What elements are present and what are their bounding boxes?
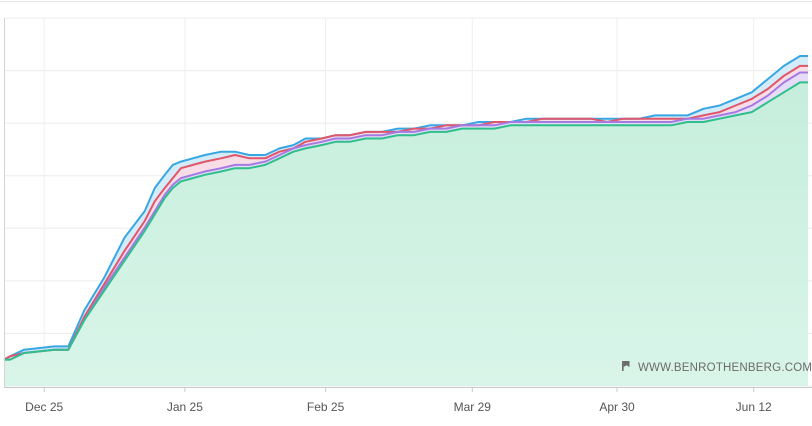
series-lines [3, 55, 808, 361]
x-tick-label: Dec 25 [25, 400, 63, 414]
watermark: WWW.BENROTHENBERG.COM [622, 361, 812, 374]
x-axis-ticks: Dec 25 Jan 25 Feb 25 Mar 29 Apr 30 Jun 12 [25, 387, 772, 414]
x-tick-label: Apr 30 [599, 400, 635, 414]
line-purple [4, 71, 808, 361]
x-tick-label: Jun 12 [736, 400, 772, 414]
x-tick-label: Jan 25 [167, 400, 203, 414]
flag-icon [622, 361, 630, 371]
x-tick-label: Feb 25 [307, 400, 345, 414]
x-tick-label: Mar 29 [454, 400, 492, 414]
series-areas [4, 56, 808, 387]
line-blue [3, 55, 808, 361]
watermark-text: WWW.BENROTHENBERG.COM [638, 362, 812, 374]
line-red [3, 64, 808, 361]
line-green [4, 81, 808, 361]
area-green [4, 82, 808, 387]
